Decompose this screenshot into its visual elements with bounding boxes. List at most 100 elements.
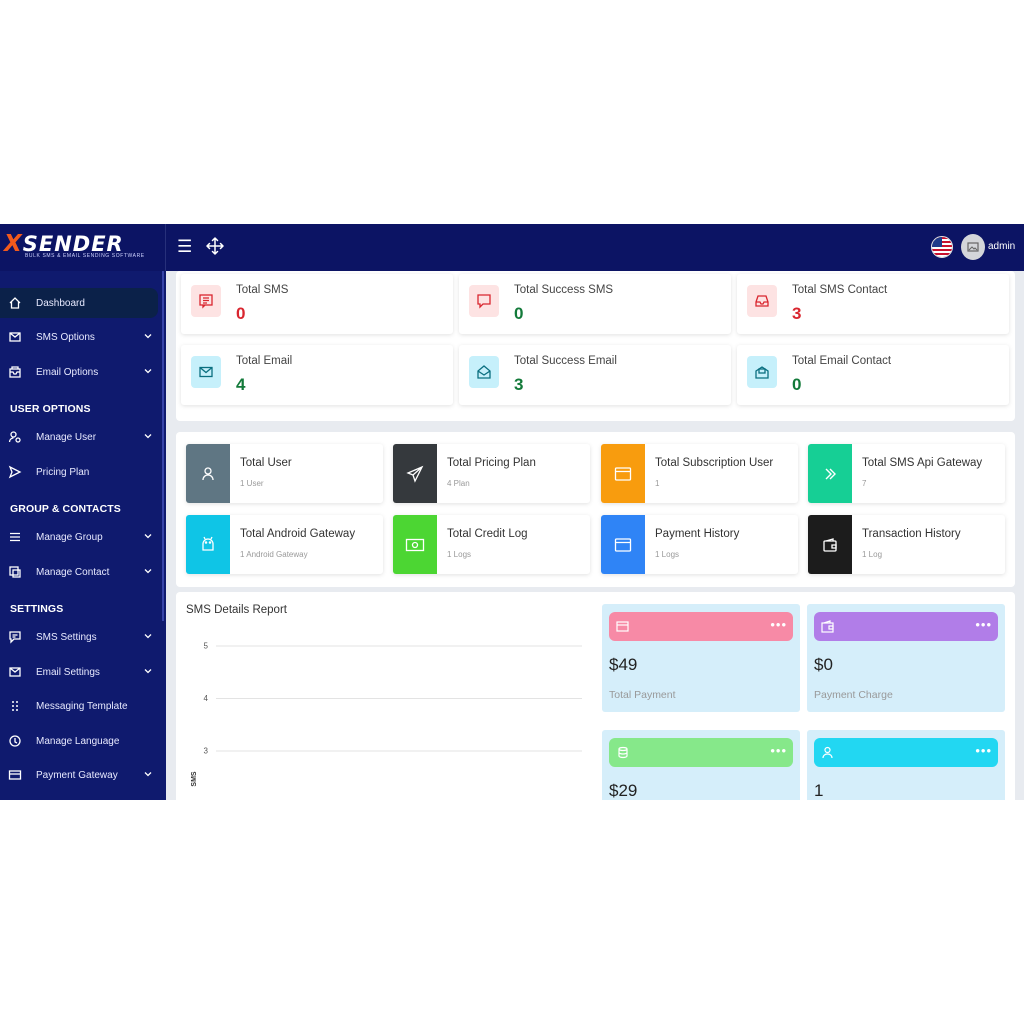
- sidebar-item-label: Manage Contact: [36, 567, 110, 578]
- more-options-icon[interactable]: •••: [975, 617, 992, 632]
- sidebar-item-email-settings[interactable]: Email Settings: [0, 657, 160, 687]
- stat-color-side: [808, 515, 852, 574]
- hamburger-menu-icon[interactable]: ☰: [177, 237, 193, 256]
- section-settings: SETTINGS: [10, 603, 64, 615]
- username-label[interactable]: admin: [988, 241, 1016, 252]
- sidebar-item-pricing-plan[interactable]: Pricing Plan: [0, 457, 160, 487]
- chevron-down-icon: [144, 369, 152, 374]
- pay-card-amount[interactable]: ••• $29: [602, 730, 800, 800]
- pay-label: Payment Charge: [814, 689, 893, 701]
- stat-title: Payment History: [655, 528, 740, 540]
- stat-subtitle: 1 Logs: [655, 550, 680, 559]
- pay-card-payment-charge[interactable]: ••• $0 Payment Charge: [807, 604, 1005, 712]
- stat-subtitle: 1: [655, 479, 660, 488]
- more-options-icon[interactable]: •••: [770, 617, 787, 632]
- paper-plane-icon: [406, 465, 424, 483]
- stat-title: Total User: [240, 457, 292, 469]
- stat-card-total-pricing-plan[interactable]: Total Pricing Plan 4 Plan: [393, 444, 590, 503]
- stat-color-side: [186, 515, 230, 574]
- more-options-icon[interactable]: •••: [770, 743, 787, 758]
- stat-icon-box: [469, 356, 499, 388]
- sidebar-item-sms-settings[interactable]: SMS Settings: [0, 622, 160, 652]
- card-icon: [614, 537, 632, 552]
- language-icon: [9, 735, 21, 747]
- brand-logo[interactable]: XSENDER BULK SMS & EMAIL SENDING SOFTWAR…: [0, 224, 166, 271]
- stat-card-total-success-sms[interactable]: Total Success SMS 0: [459, 274, 731, 334]
- more-options-icon[interactable]: •••: [975, 743, 992, 758]
- chevron-down-icon: [144, 434, 152, 439]
- coins-icon: [618, 746, 628, 759]
- stat-title: Total Email: [236, 355, 293, 367]
- sidebar-item-label: Payment Gateway: [36, 770, 118, 781]
- stat-subtitle: 7: [862, 479, 867, 488]
- pay-card-users[interactable]: ••• 1: [807, 730, 1005, 800]
- sidebar-item-manage-language[interactable]: Manage Language: [0, 726, 160, 756]
- pay-card-bar: •••: [609, 738, 793, 767]
- us-flag-icon[interactable]: [931, 236, 953, 258]
- stat-card-total-android-gateway[interactable]: Total Android Gateway 1 Android Gateway: [186, 515, 383, 574]
- stat-card-total-sms-contact[interactable]: Total SMS Contact 3: [737, 274, 1009, 334]
- stat-card-payment-history[interactable]: Payment History 1 Logs: [601, 515, 798, 574]
- stat-card-total-user[interactable]: Total User 1 User: [186, 444, 383, 503]
- stat-title: Total Email Contact: [792, 355, 892, 367]
- chart-ylabel: SMS: [191, 771, 198, 787]
- logo-x: X: [4, 231, 23, 257]
- chart-title: SMS Details Report: [186, 604, 287, 616]
- sidebar-item-email-options[interactable]: Email Options: [0, 357, 160, 387]
- mail-icon: [9, 667, 21, 677]
- stat-icon-box: [747, 285, 777, 317]
- sidebar-item-payment-gateway[interactable]: Payment Gateway: [0, 760, 160, 790]
- pay-amount: $49: [609, 655, 638, 674]
- pay-amount: $29: [609, 781, 638, 800]
- stat-value: 3: [514, 375, 524, 394]
- sidebar-item-dashboard[interactable]: Dashboard: [0, 288, 158, 318]
- sidebar-item-manage-contact[interactable]: Manage Contact: [0, 557, 160, 587]
- stat-title: Total Success Email: [514, 355, 617, 367]
- pay-card-total-payment[interactable]: ••• $49 Total Payment: [602, 604, 800, 712]
- stat-card-total-email-contact[interactable]: Total Email Contact 0: [737, 345, 1009, 405]
- sidebar-item-manage-user[interactable]: Manage User: [0, 422, 160, 452]
- stat-title: Total Credit Log: [447, 528, 528, 540]
- stat-subtitle: 1 Log: [862, 550, 883, 559]
- sidebar-item-label: SMS Settings: [36, 632, 97, 643]
- stat-card-total-sms[interactable]: Total SMS 0: [181, 274, 453, 334]
- mail-icon: [9, 332, 21, 342]
- stat-card-total-credit-log[interactable]: Total Credit Log 1 Logs: [393, 515, 590, 574]
- sidebar-item-messaging-template[interactable]: Messaging Template: [0, 691, 160, 721]
- stat-card-total-success-email[interactable]: Total Success Email 3: [459, 345, 731, 405]
- avatar[interactable]: [961, 234, 985, 260]
- envelope-icon: [199, 366, 213, 378]
- sidebar-item-manage-group[interactable]: Manage Group: [0, 522, 160, 552]
- stat-title: Total SMS: [236, 284, 289, 296]
- logo-tagline: BULK SMS & EMAIL SENDING SOFTWARE: [25, 253, 145, 259]
- stat-card-transaction-history[interactable]: Transaction History 1 Log: [808, 515, 1005, 574]
- app-window: XSENDER BULK SMS & EMAIL SENDING SOFTWAR…: [0, 224, 1024, 800]
- stat-title: Total SMS Contact: [792, 284, 888, 296]
- stat-card-total-email[interactable]: Total Email 4: [181, 345, 453, 405]
- inbox-icon: [755, 295, 769, 307]
- stat-value: 0: [514, 304, 524, 323]
- sidebar-item-label: Email Options: [36, 367, 99, 378]
- sidebar-item-label: Pricing Plan: [36, 467, 90, 478]
- send-icon: [8, 465, 22, 479]
- stat-value: 3: [792, 304, 802, 323]
- sidebar-item-label: Manage Group: [36, 532, 103, 543]
- stat-card-total-subscription-user[interactable]: Total Subscription User 1: [601, 444, 798, 503]
- mailbox-icon: [9, 366, 21, 378]
- section-group-contacts: GROUP & CONTACTS: [10, 503, 121, 515]
- sidebar-item-sms-options[interactable]: SMS Options: [0, 322, 160, 352]
- stat-icon-box: [469, 285, 499, 317]
- card-icon: [8, 770, 22, 780]
- stat-subtitle: 1 Android Gateway: [240, 550, 308, 559]
- chevron-down-icon: [144, 534, 152, 539]
- stat-color-side: [601, 515, 645, 574]
- move-arrows-icon[interactable]: [206, 237, 224, 257]
- sidebar-item-label: Dashboard: [36, 298, 85, 309]
- stat-title: Total SMS Api Gateway: [862, 457, 983, 469]
- stat-card-total-sms-api-gateway[interactable]: Total SMS Api Gateway 7: [808, 444, 1005, 503]
- pay-card-bar: •••: [609, 612, 793, 641]
- sidebar-scrollbar[interactable]: [162, 271, 164, 621]
- sidebar-item-label: SMS Options: [36, 332, 95, 343]
- list-icon: [10, 532, 20, 542]
- stat-value: 0: [792, 375, 802, 394]
